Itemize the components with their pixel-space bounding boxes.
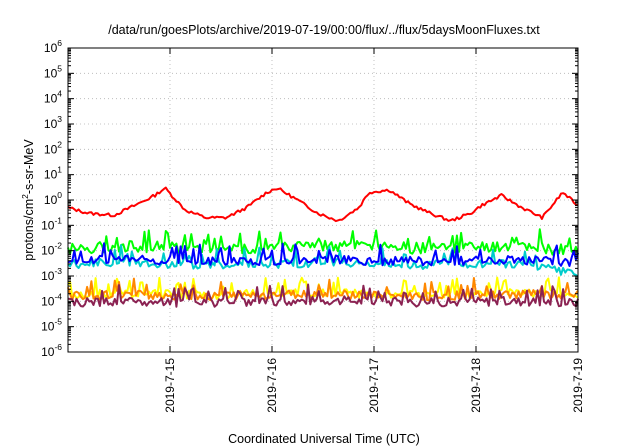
y-tick-label: 105 xyxy=(44,63,62,80)
x-tick-label: 2019-7-17 xyxy=(367,358,381,413)
y-tick-label: 101 xyxy=(44,165,62,182)
y-tick-label: 103 xyxy=(44,114,62,131)
series-line xyxy=(67,228,579,256)
y-tick-label: 10-1 xyxy=(41,215,62,232)
x-axis: 2019-7-15 2019-7-16 2019-7-17 2019-7-18 2019… xyxy=(163,48,585,413)
y-tick-label: 102 xyxy=(44,139,62,156)
y-tick-label: 10-2 xyxy=(41,241,62,258)
y-tick-label: 10-6 xyxy=(41,342,62,359)
y-tick-label: 100 xyxy=(44,190,62,207)
y-tick-label: 104 xyxy=(44,89,62,106)
y-axis: 106 105 104 103 102 101 100 10-1 10-2 10-3 10-4 10-… xyxy=(41,38,578,359)
y-tick-label: 10-3 xyxy=(41,266,62,283)
x-tick-label: 2019-7-15 xyxy=(163,358,177,413)
series-lines xyxy=(67,186,579,308)
y-tick-label: 10-5 xyxy=(41,317,62,334)
x-tick-label: 2019-7-19 xyxy=(571,358,585,413)
y-tick-label: 106 xyxy=(44,38,62,55)
x-axis-label: Coordinated Universal Time (UTC) xyxy=(228,432,420,446)
series-line xyxy=(67,244,579,278)
y-axis-label: protons/cm2-s-sr-MeV xyxy=(20,139,36,261)
series-line xyxy=(67,277,579,302)
series-line xyxy=(67,242,579,267)
series-line xyxy=(67,186,579,223)
series-line xyxy=(67,283,579,308)
x-tick-label: 2019-7-16 xyxy=(265,358,279,413)
y-tick-label: 10-4 xyxy=(41,291,62,308)
chart-title: /data/run/goesPlots/archive/2019-07-19/0… xyxy=(108,23,540,37)
x-tick-label: 2019-7-18 xyxy=(469,358,483,413)
